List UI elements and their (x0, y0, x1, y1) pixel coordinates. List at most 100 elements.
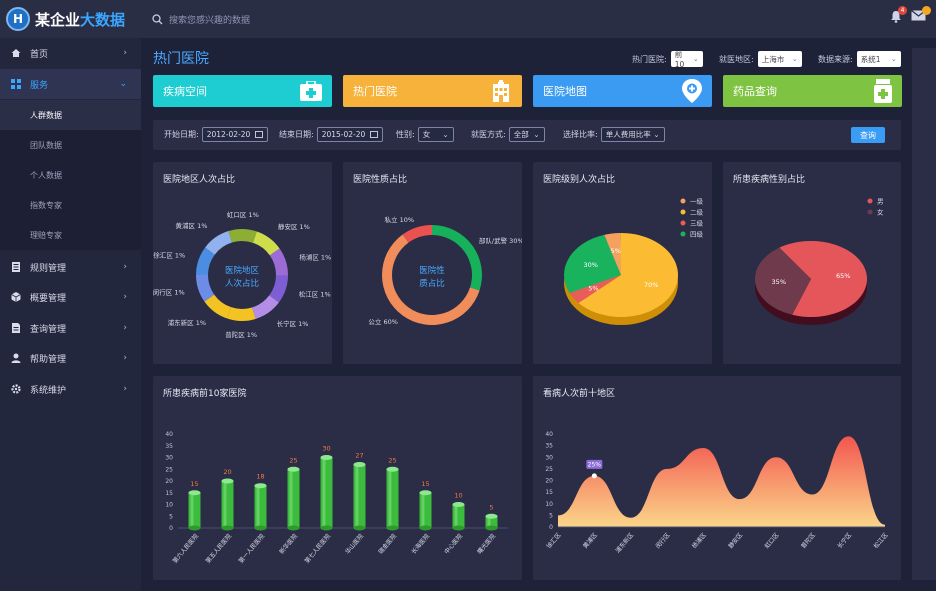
bar (188, 492, 201, 528)
source-select-value: 系统1 (860, 54, 881, 64)
sidebar-subitem-crowd[interactable]: 人群数据 (0, 100, 141, 130)
panel-gender-ratio: 所患疾病性别占比 65% 35% 男女 (723, 162, 901, 364)
search-input[interactable]: 搜索您感兴趣的数据 (169, 15, 251, 26)
hospital-select[interactable]: 前10 ⌄ (670, 50, 703, 69)
panel-title: 看病人次前十地区 (543, 389, 616, 399)
pie-slice (432, 225, 482, 291)
medkit-icon (300, 81, 322, 101)
pie-slice (196, 274, 215, 302)
method-select[interactable]: 全部 ⌄ (508, 127, 545, 142)
slice-value-label: 5% (588, 284, 598, 292)
y-tick-label: 5 (549, 512, 553, 519)
end-date-filter: 结束日期: 2015-02-20 (279, 127, 384, 142)
query-button[interactable]: 查询 (851, 127, 885, 143)
bar-base (452, 525, 465, 531)
bar-highlight (454, 504, 458, 528)
bar (353, 464, 366, 528)
bar (287, 469, 300, 528)
y-tick-label: 30 (545, 454, 553, 461)
sidebar-subitem-personal[interactable]: 个人数据 (0, 160, 141, 190)
panel-hospital-type: 医院性质占比 部队/武警 30% 公立 60% 私立 10% 医院性 质占比 (343, 162, 522, 364)
ratio-label: 选择比率: (563, 130, 598, 139)
sidebar-subitem-team[interactable]: 团队数据 (0, 130, 141, 160)
x-tick-label: 新华医院 (277, 532, 299, 556)
panel-hospital-level: 医院级别人次占比 5% 70% 5% 30% 一级 二级 三级 四级 (533, 162, 712, 364)
chevron-down-icon: ⌄ (653, 130, 660, 139)
legend-marker (867, 198, 873, 204)
logo-text-company: 某企业 (35, 10, 81, 29)
chevron-down-icon: ⌄ (442, 130, 449, 139)
list-icon (11, 262, 21, 272)
ratio-select[interactable]: 单人费用比率 ⌄ (600, 127, 665, 142)
bar-value-label: 10 (454, 492, 462, 500)
pie-slice (755, 247, 811, 315)
sidebar-item-system[interactable]: 系统维护 › (0, 374, 141, 404)
y-tick-label: 40 (165, 431, 173, 438)
end-date-input[interactable]: 2015-02-20 (316, 127, 384, 142)
x-tick-label: 闵行区 (654, 531, 672, 550)
sidebar-item-home[interactable]: 首页 › (0, 38, 141, 68)
source-select[interactable]: 系统1 ⌄ (856, 51, 901, 67)
slice-label: 私立 10% (385, 215, 415, 224)
pie-slice (227, 307, 256, 321)
logo-text-bigdata: 大数据 (80, 10, 126, 29)
highlight-tooltip (586, 459, 603, 469)
slice-label: 部队/武警 30% (479, 236, 522, 245)
region-select[interactable]: 上海市 ⌄ (757, 51, 802, 67)
chevron-right-icon: › (123, 48, 127, 58)
gender-select[interactable]: 女 ⌄ (417, 127, 454, 142)
sidebar-item-label: 规则管理 (30, 263, 67, 274)
sidebar-item-service[interactable]: 服务 ⌄ (0, 69, 141, 99)
x-tick-label: 普陀区 (799, 531, 817, 550)
x-tick-label: 杨浦区 (690, 531, 708, 550)
sidebar-item-query[interactable]: 查询管理 › (0, 313, 141, 343)
bar-highlight (190, 492, 194, 528)
card-drug-query[interactable]: 药品查询 (723, 75, 902, 107)
bar-cap (221, 478, 234, 484)
x-tick-label: 徐汇区 (545, 531, 563, 550)
card-label: 药品查询 (733, 85, 777, 98)
notification-button[interactable]: 4 (890, 6, 907, 26)
search-bar[interactable]: 搜索您感兴趣的数据 (152, 10, 452, 28)
legend-label: 一级 (690, 197, 704, 206)
pie-slice (779, 241, 867, 317)
sidebar-item-rules[interactable]: 规则管理 › (0, 252, 141, 282)
region-filter-label: 就医地区: (719, 54, 754, 64)
panel-title: 所患疾病性别占比 (733, 175, 806, 185)
x-tick-label: 第六人民医院 (171, 532, 200, 565)
panel-top-hospitals: 所患疾病前10家医院 0 5 10 15 20 25 30 35 40 15 第六人民医院 20 第五人… (153, 376, 522, 580)
bar-base (254, 525, 267, 531)
sidebar-item-summary[interactable]: 概要管理 › (0, 282, 141, 312)
chevron-down-icon: ⌄ (533, 130, 540, 139)
hospital-select-value: 前10 (674, 50, 685, 69)
card-hot-hospital[interactable]: 热门医院 (343, 75, 522, 107)
sidebar-subitem-claims-expert[interactable]: 理赔专家 (0, 220, 141, 250)
sidebar-item-label: 概要管理 (30, 293, 67, 304)
start-date-input[interactable]: 2012-02-20 (201, 127, 269, 142)
highlight-point (591, 473, 597, 479)
slice-label: 松江区 1% (299, 289, 331, 298)
bar-value-label: 27 (355, 452, 363, 460)
pie-slice (564, 234, 621, 293)
top-districts-chart: 0 5 10 15 20 25 30 35 40 25% 徐汇区 黄浦区 浦东新区 闵行区 杨浦区 静安区 虹口… (545, 431, 890, 555)
logo-mark: H (6, 7, 30, 31)
donut-center-label: 医院性 (419, 265, 445, 276)
app-logo[interactable]: H 某企业 大数据 (6, 6, 141, 32)
card-disease-space[interactable]: 疾病空间 (153, 75, 332, 107)
bar (485, 516, 498, 528)
pie-slice (204, 294, 232, 319)
panel-title: 医院性质占比 (353, 175, 408, 185)
bar-base (419, 525, 432, 531)
x-tick-label: 中心医院 (442, 532, 464, 556)
start-date-value: 2012-02-20 (206, 130, 251, 139)
right-scroll-strip[interactable] (912, 48, 936, 580)
bar (386, 469, 399, 528)
sidebar-subitem-index-expert[interactable]: 指数专家 (0, 190, 141, 220)
sidebar-item-label: 首页 (30, 49, 49, 60)
sidebar-item-help[interactable]: 帮助管理 › (0, 343, 141, 373)
card-hospital-map[interactable]: 医院地图 (533, 75, 712, 107)
pie-slice (205, 231, 232, 255)
bar-base (188, 525, 201, 531)
mail-button[interactable] (911, 6, 931, 24)
pie-slice (402, 225, 432, 243)
